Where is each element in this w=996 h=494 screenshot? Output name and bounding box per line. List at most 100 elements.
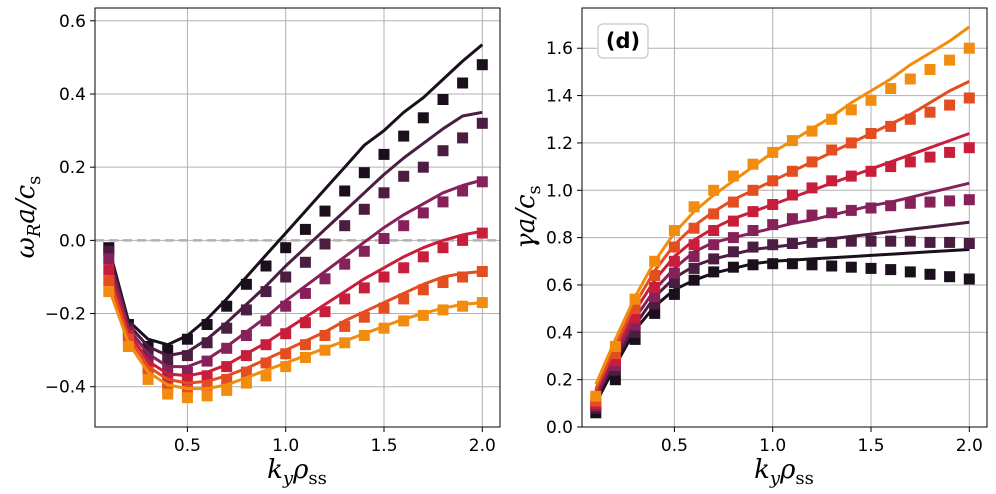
data-point-marker	[727, 261, 739, 273]
data-point-marker	[221, 361, 233, 373]
data-point-marker	[590, 390, 602, 402]
data-point-marker	[845, 137, 857, 149]
data-point-marker	[457, 132, 469, 144]
data-point-marker	[378, 187, 390, 199]
data-point-marker	[688, 251, 700, 263]
x-axis-label-right: kyρss	[754, 455, 814, 489]
data-point-marker	[201, 355, 213, 367]
y-tick-label: 1.4	[546, 87, 573, 107]
data-point-marker	[260, 339, 272, 351]
series-line	[107, 110, 483, 358]
y-label-sub-s: s	[524, 185, 545, 194]
data-point-marker	[747, 241, 759, 253]
panel-left-omega: 0.5 1.0 1.5 2.0 −0.4−0.20.00.20.40.6 kyρss …	[11, 7, 501, 489]
x-axis-ticks-left: 0.5 1.0 1.5 2.0	[174, 427, 496, 456]
data-point-marker	[904, 113, 916, 125]
data-point-marker	[649, 307, 661, 319]
y-axis-label-right: γa/cs	[511, 185, 545, 249]
data-point-marker	[358, 167, 370, 179]
data-point-marker	[339, 185, 351, 197]
data-point-marker	[358, 330, 370, 341]
x-axis-label-left: kyρss	[267, 455, 327, 489]
series-6	[103, 286, 488, 404]
data-point-marker	[649, 281, 661, 293]
data-point-marker	[609, 341, 621, 352]
data-point-marker	[398, 315, 410, 327]
data-point-marker	[747, 206, 759, 218]
data-point-marker	[629, 319, 641, 331]
data-point-marker	[963, 142, 975, 154]
data-point-marker	[629, 312, 641, 324]
data-point-marker	[398, 262, 410, 274]
y-axis-ticks-left: −0.4 −0.2 0.0 0.2 0.4 0.6	[45, 12, 95, 398]
y-tick-label: 0.4	[546, 323, 573, 343]
data-point-marker	[826, 144, 838, 156]
data-point-marker	[806, 125, 818, 137]
data-point-marker	[103, 253, 115, 265]
data-point-marker	[162, 366, 174, 378]
data-point-marker	[963, 238, 975, 249]
data-point-marker	[378, 302, 390, 314]
x-label-k: k	[267, 455, 283, 485]
data-point-marker	[476, 176, 488, 188]
data-point-marker	[806, 209, 818, 221]
data-point-marker	[299, 352, 311, 363]
data-point-marker	[944, 99, 956, 111]
data-point-marker	[181, 350, 193, 362]
y-tick-label: −0.2	[45, 305, 86, 325]
data-point-marker	[826, 113, 838, 125]
data-point-marker	[708, 184, 720, 196]
data-point-marker	[806, 259, 818, 271]
data-point-marker	[865, 235, 877, 247]
data-point-marker	[280, 328, 292, 340]
data-point-marker	[688, 239, 700, 251]
data-point-marker	[319, 344, 331, 356]
x-label-sub-y: y	[769, 468, 781, 489]
data-point-marker	[649, 291, 661, 303]
y-tick-label: 0.2	[59, 158, 86, 178]
data-point-marker	[437, 145, 449, 157]
data-point-marker	[181, 375, 193, 387]
y-label-a-over-c: a/c	[11, 184, 41, 223]
data-point-marker	[339, 320, 351, 332]
data-point-marker	[398, 293, 410, 305]
data-point-marker	[476, 117, 488, 129]
series-line	[107, 43, 484, 347]
data-point-marker	[240, 304, 252, 316]
y-tick-label: 0.8	[546, 229, 573, 249]
data-point-marker	[786, 135, 798, 147]
data-point-marker	[727, 196, 739, 208]
data-point-marker	[280, 271, 292, 283]
data-point-marker	[727, 232, 739, 244]
data-point-marker	[708, 253, 720, 265]
data-point-marker	[708, 266, 720, 278]
data-point-marker	[885, 83, 897, 94]
data-point-marker	[845, 104, 857, 116]
x-label-sub-ss: ss	[308, 468, 326, 489]
data-point-marker	[260, 286, 272, 298]
x-tick-label: 2.0	[469, 436, 496, 456]
x-label-rho: ρ	[292, 455, 309, 485]
data-point-marker	[378, 148, 390, 160]
data-point-marker	[417, 161, 429, 173]
data-point-marker	[476, 227, 488, 239]
data-point-marker	[437, 242, 449, 254]
data-point-marker	[339, 337, 351, 349]
data-point-marker	[319, 273, 331, 285]
x-label-sub-y: y	[282, 468, 294, 489]
data-point-marker	[727, 170, 739, 182]
data-point-marker	[201, 370, 213, 382]
data-point-marker	[767, 258, 779, 270]
data-point-marker	[845, 235, 857, 247]
x-tick-label: 0.5	[174, 436, 201, 456]
data-point-marker	[201, 381, 213, 393]
data-point-marker	[103, 264, 115, 276]
data-point-marker	[865, 165, 877, 177]
y-label-sub-R: R	[24, 224, 45, 239]
y-tick-label: 0.4	[59, 85, 86, 105]
x-axis-ticks-right: 0.5 1.0 1.5 2.0	[661, 427, 983, 456]
x-tick-label: 1.5	[370, 436, 397, 456]
data-point-marker	[865, 128, 877, 139]
data-point-marker	[629, 333, 641, 345]
data-point-marker	[806, 156, 818, 168]
